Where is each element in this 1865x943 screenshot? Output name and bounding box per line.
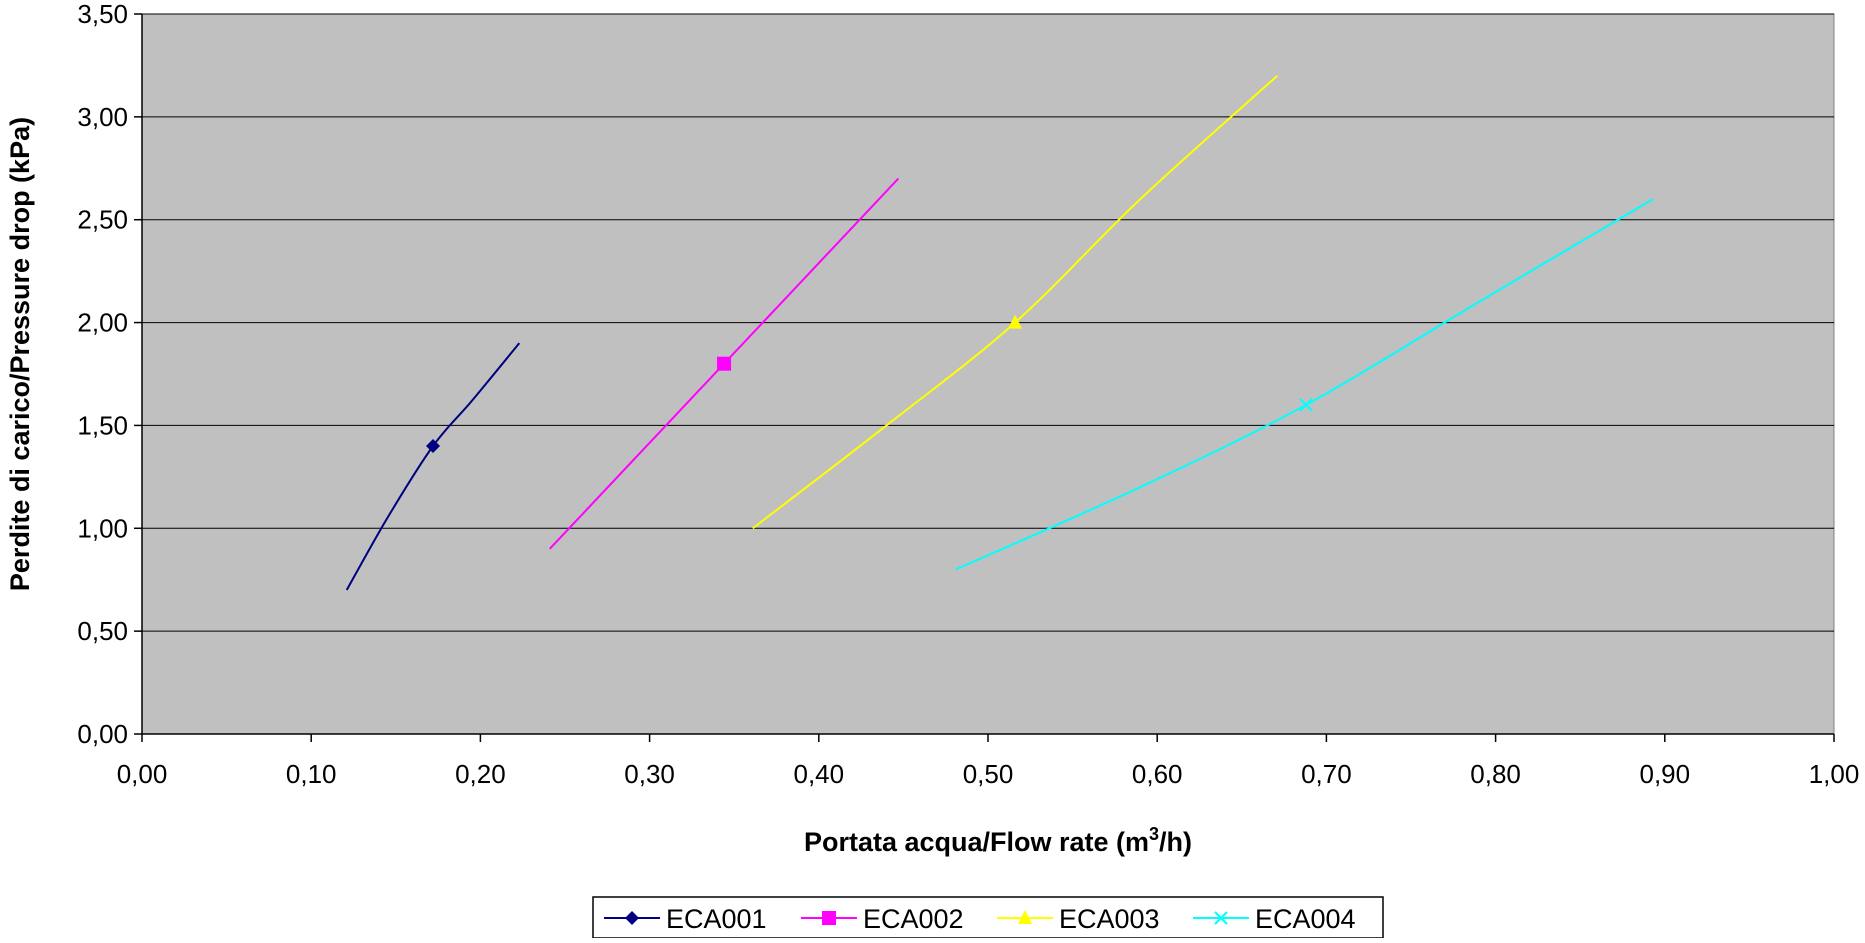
legend-marker-eca003 — [1018, 910, 1032, 924]
x-tick-label: 0,90 — [1639, 759, 1690, 789]
series-markers — [426, 314, 1313, 453]
y-tick-label: 3,00 — [77, 102, 128, 132]
x-tick-label: 0,70 — [1301, 759, 1352, 789]
x-tick-label: 0,20 — [455, 759, 506, 789]
y-tick-label: 2,00 — [77, 308, 128, 338]
legend-label-eca002: ECA002 — [863, 904, 964, 934]
legend-marker-eca004 — [1214, 911, 1228, 925]
x-tick-label: 0,40 — [793, 759, 844, 789]
legend-label-eca003: ECA003 — [1059, 904, 1160, 934]
y-tick-label: 0,00 — [77, 719, 128, 749]
y-tick-label: 0,50 — [77, 616, 128, 646]
gridlines — [142, 13, 1834, 632]
legend: ECA001 ECA002 ECA003 ECA004 — [592, 896, 1384, 939]
legend-marker-eca001 — [625, 911, 639, 925]
x-tick-label: 0,30 — [624, 759, 675, 789]
data-point-eca004-stroke — [1299, 398, 1313, 412]
data-point-eca001 — [426, 439, 441, 453]
legend-label-eca001: ECA001 — [666, 904, 767, 934]
x-tick-label: 0,80 — [1470, 759, 1521, 789]
legend-label-eca004: ECA004 — [1255, 904, 1356, 934]
x-axis-ticks: 0,00 0,10 0,20 0,30 0,40 0,50 0,60 0,70 0,80 0,90… — [117, 734, 1860, 789]
data-point-eca004 — [1299, 398, 1313, 412]
legend-box — [592, 896, 1384, 939]
data-point-eca003 — [1008, 314, 1023, 329]
y-axis-ticks: 0,00 0,50 1,00 1,50 2,00 2,50 3,00 3,50 — [77, 0, 142, 749]
x-tick-label: 0,60 — [1132, 759, 1183, 789]
x-tick-label: 0,00 — [117, 759, 168, 789]
legend-marker-eca002 — [822, 911, 836, 925]
x-tick-label: 0,50 — [963, 759, 1014, 789]
y-tick-label: 2,50 — [77, 205, 128, 235]
x-tick-label: 0,10 — [286, 759, 337, 789]
data-point-eca002 — [717, 356, 732, 371]
x-tick-label: 1,00 — [1809, 759, 1860, 789]
y-axis-title: Perdite di carico/Pressure drop (kPa) — [5, 117, 35, 591]
legend-marker-eca004-stroke — [1214, 911, 1228, 925]
y-tick-label: 1,00 — [77, 513, 128, 543]
plot-area-background — [141, 13, 1835, 735]
y-tick-label: 1,50 — [77, 410, 128, 440]
x-axis-title: Portata acqua/Flow rate (m3/h) — [804, 824, 1192, 857]
y-tick-label: 3,50 — [77, 0, 128, 29]
